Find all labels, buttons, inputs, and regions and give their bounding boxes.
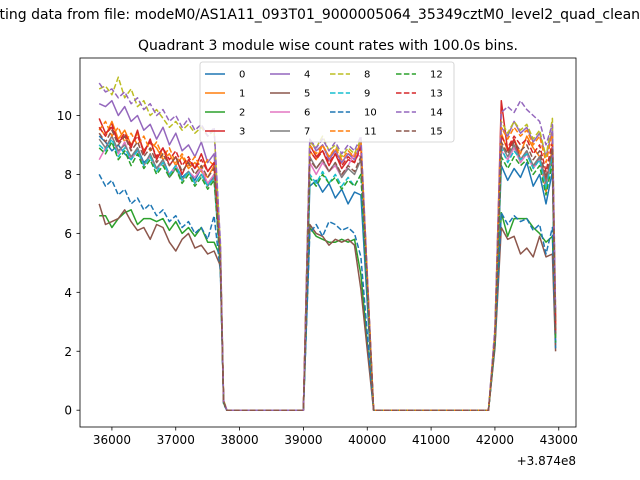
legend-label-1: 1 <box>239 89 245 100</box>
x-tick-label: 38000 <box>220 433 258 447</box>
y-tick-label: 4 <box>64 286 72 300</box>
y-tick-label: 8 <box>64 168 72 182</box>
series-line-10 <box>98 174 557 411</box>
legend-label-14: 14 <box>430 108 443 119</box>
legend-label-9: 9 <box>364 89 370 100</box>
series-line-1 <box>98 120 557 411</box>
series-line-6 <box>98 135 557 411</box>
legend-label-7: 7 <box>304 127 310 138</box>
series-line-15 <box>98 129 557 411</box>
legend-label-13: 13 <box>430 89 443 100</box>
x-tick-label: 36000 <box>93 433 131 447</box>
chart-title: Quadrant 3 module wise count rates with … <box>138 38 518 54</box>
series-line-5 <box>98 203 557 411</box>
x-tick-label: 42000 <box>476 433 514 447</box>
legend-label-0: 0 <box>239 70 245 81</box>
figure-suptitle: Plotting data from file: modeM0/AS1A11_0… <box>0 7 640 23</box>
y-tick-label: 10 <box>57 109 72 123</box>
series-line-0 <box>98 135 557 411</box>
series-line-11 <box>98 120 557 411</box>
series-line-9 <box>98 138 557 411</box>
legend-label-15: 15 <box>430 127 443 138</box>
x-tick-label: 40000 <box>348 433 386 447</box>
legend-label-8: 8 <box>364 70 370 81</box>
legend-label-4: 4 <box>304 70 310 81</box>
y-axis-ticks: 0 2 4 6 8 10 <box>57 109 80 418</box>
legend-label-11: 11 <box>364 127 377 138</box>
series-line-7 <box>98 135 557 411</box>
series-line-12 <box>98 141 557 411</box>
x-axis-ticks: 36000 37000 38000 39000 40000 41000 42000 43000 <box>93 427 578 447</box>
legend-label-12: 12 <box>430 70 443 81</box>
legend-box <box>199 61 455 143</box>
legend-label-6: 6 <box>304 108 310 119</box>
x-axis-offset-label: +3.874e8 <box>517 454 576 468</box>
legend-label-2: 2 <box>239 108 245 119</box>
legend-label-10: 10 <box>364 108 377 119</box>
x-tick-label: 37000 <box>157 433 195 447</box>
y-tick-label: 2 <box>64 345 72 359</box>
y-tick-label: 0 <box>64 404 72 418</box>
x-tick-label: 41000 <box>412 433 450 447</box>
axes-frame <box>79 57 577 428</box>
legend-label-5: 5 <box>304 89 310 100</box>
y-tick-label: 6 <box>64 227 72 241</box>
x-tick-label: 43000 <box>540 433 578 447</box>
legend-label-3: 3 <box>239 127 245 138</box>
x-tick-label: 39000 <box>284 433 322 447</box>
